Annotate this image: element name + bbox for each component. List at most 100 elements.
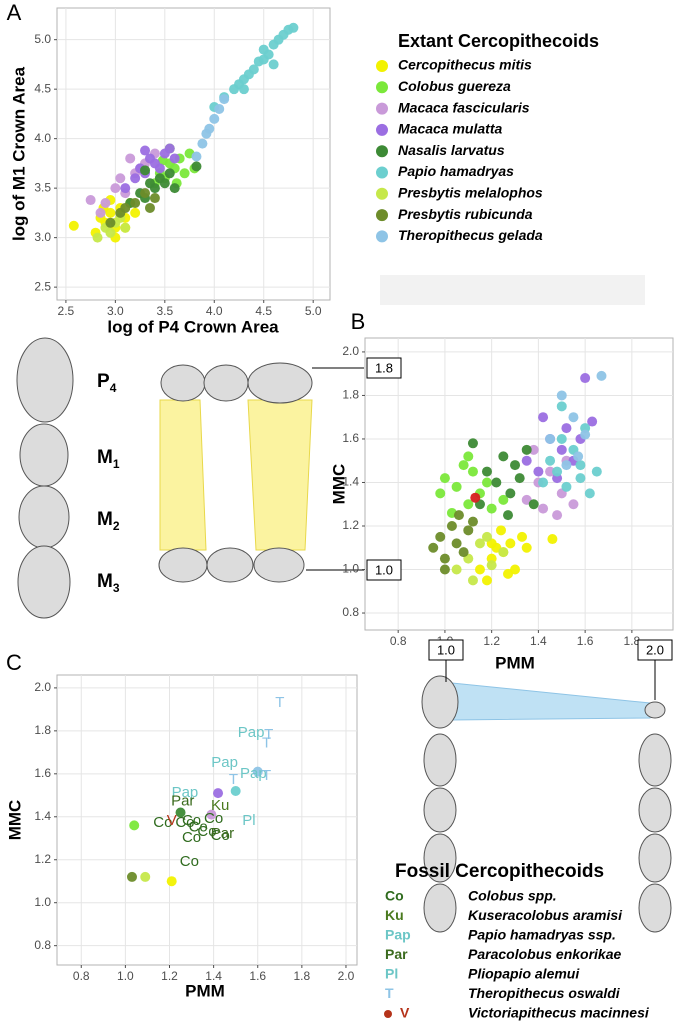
point [159,178,170,189]
fossil-label: Pap [172,784,199,801]
point [92,232,103,243]
x-tick-label: 1.2 [483,634,500,648]
point [175,807,186,818]
ratio-box-label: 1.0 [375,562,393,577]
point [453,510,464,521]
legend-abbrev: T [385,985,394,1001]
ratio-box [637,639,673,661]
tooth [423,787,457,833]
point [552,466,563,477]
tooth [253,547,305,583]
x-axis-label: PMM [185,981,225,1000]
legend-label: Papio hamadryas [398,163,514,179]
point [206,809,217,820]
x-tick-label: 5.0 [305,304,322,318]
fossil-label: Co [204,810,223,827]
point [130,197,141,208]
legend-label: Colobus guereza [398,78,511,94]
tooth [638,833,672,883]
legend-label: Kuseracolobus aramisi [468,907,623,923]
point [486,560,497,571]
x-axis-label: log of P4 Crown Area [107,317,279,336]
tooth-label-sub: 1 [113,457,120,471]
tooth-label: M1 [97,447,120,471]
x-tick-label: 1.6 [577,634,594,648]
point [169,153,180,164]
point [439,553,450,564]
tooth [423,883,457,933]
point [575,460,586,471]
y-tick-label: 2.0 [34,680,51,694]
fossil-label: T [229,771,238,788]
ratio-box-label: 1.0 [437,642,455,657]
legend-label: Paracolobus enkorikae [468,946,622,962]
point [538,412,549,423]
x-tick-label: 2.5 [58,304,75,318]
point [568,412,579,423]
point [505,538,516,549]
legend-label: Colobus spp. [468,888,557,904]
point [498,494,509,505]
y-tick-label: 4.5 [34,81,51,95]
point [129,820,140,831]
point [149,183,160,194]
tooth-label-sub: 3 [113,581,120,595]
point [463,525,474,536]
point [528,499,539,510]
tooth-label-base: M [97,447,113,468]
point [191,151,202,162]
plot-background [364,337,674,631]
point [105,227,116,238]
y-tick-label: 1.2 [34,852,51,866]
x-tick-label: 3.5 [156,304,173,318]
legend-abbrev: V [400,1005,410,1021]
point [556,390,567,401]
y-tick-label: 1.6 [342,431,359,445]
legend-marker [376,230,388,243]
point [481,466,492,477]
legend-marker [376,60,388,72]
legend-abbrev: Ku [385,907,404,923]
y-tick-label: 5.0 [34,32,51,46]
point [580,429,591,440]
fossil-label: Co [182,812,201,829]
legend-marker [376,145,388,158]
point [510,460,521,471]
point [505,488,516,499]
point [179,168,190,179]
x-tick-label: 3.0 [107,304,124,318]
tooth [19,423,69,487]
tooth [16,337,74,423]
tooth-label: M3 [97,571,120,595]
tooth-label-base: M [97,509,113,530]
legend-marker [376,209,388,222]
point [556,444,567,455]
x-axis-label: PMM [495,653,535,672]
tooth-label-sub: 2 [113,519,120,533]
point [439,564,450,575]
point [556,401,567,412]
point [591,466,602,477]
ratio-band [247,399,313,551]
tooth [160,364,206,402]
point [125,153,136,164]
x-tick-label: 1.4 [530,634,547,648]
point [164,168,175,179]
point [140,871,151,882]
y-tick-label: 2.5 [34,279,51,293]
point [514,473,525,484]
legend-label: Pliopapio alemui [468,966,580,982]
legend-abbrev: Pl [385,966,398,982]
point [435,488,446,499]
y-axis-label: MMC [5,800,24,841]
legend-abbrev: Pap [385,927,411,943]
y-tick-label: 1.6 [34,766,51,780]
fossil-label: Co [153,814,172,831]
point [110,183,121,194]
fossil-label: T [262,735,271,752]
point [545,433,556,444]
point [517,531,528,542]
y-tick-label: 1.0 [342,562,359,576]
point [127,871,137,882]
